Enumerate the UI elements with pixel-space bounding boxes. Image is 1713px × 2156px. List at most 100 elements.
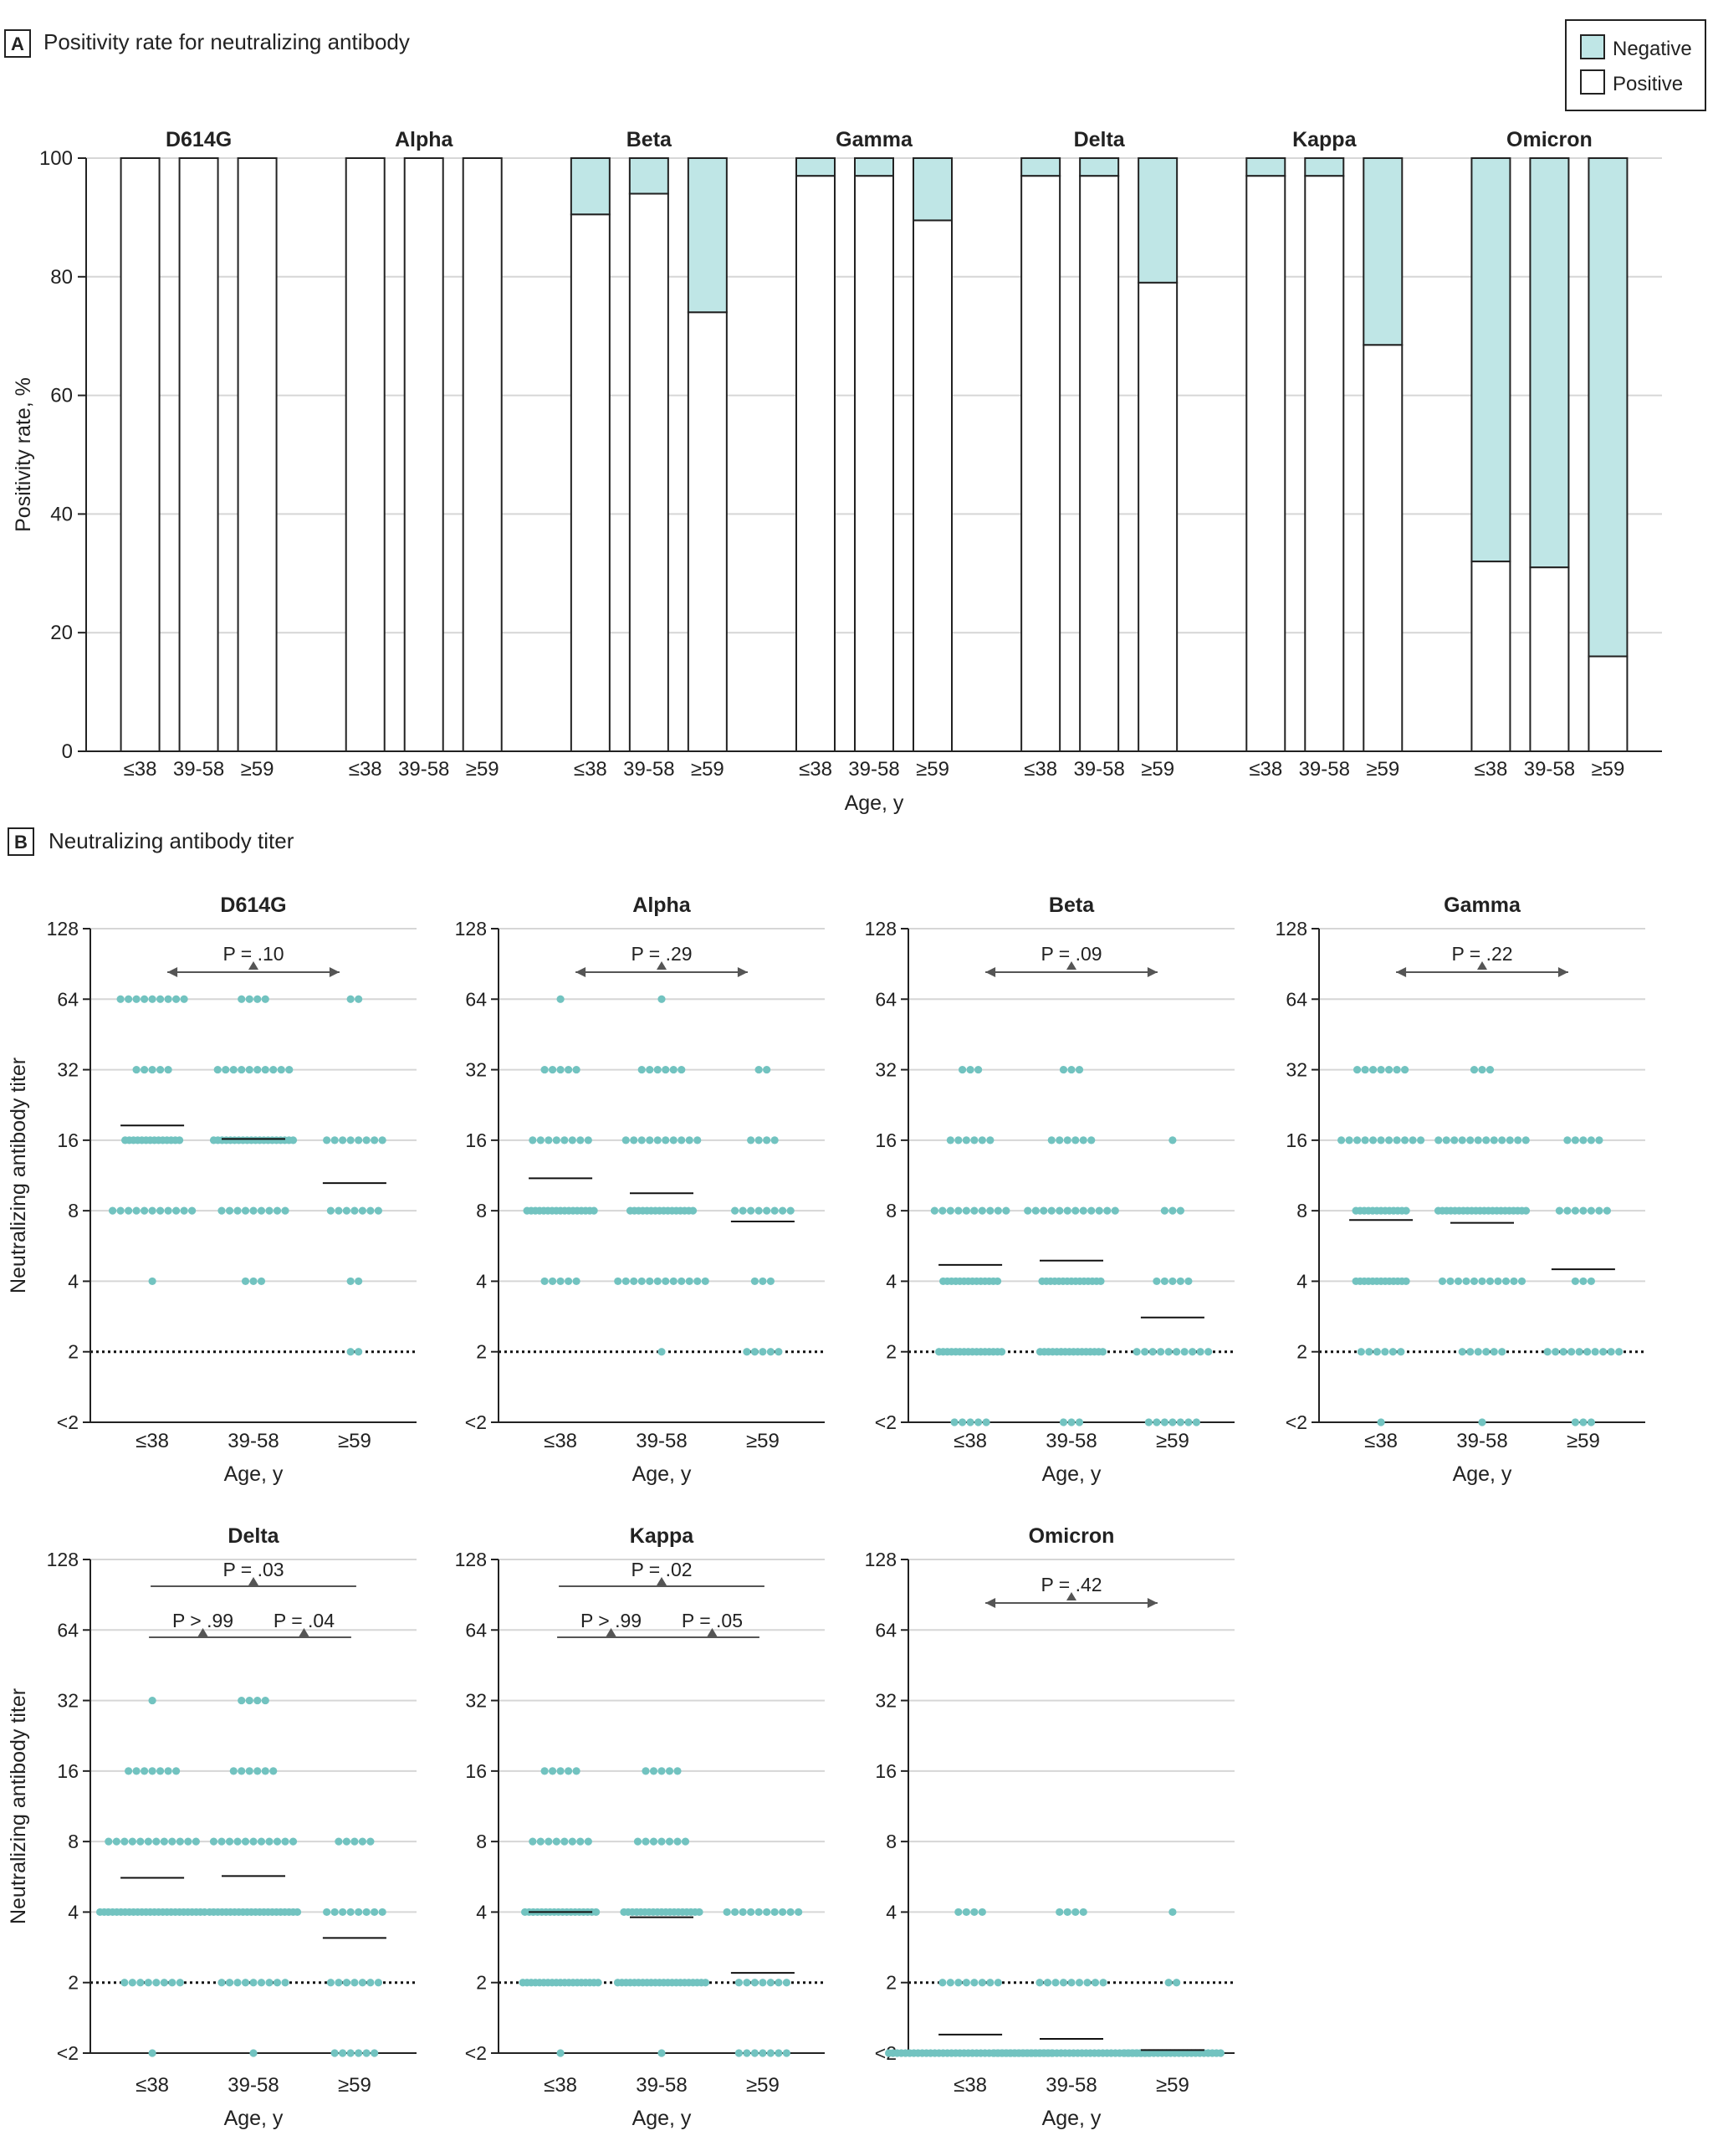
data-point <box>750 2049 759 2057</box>
data-point <box>253 1767 262 1775</box>
data-point <box>584 1136 592 1145</box>
data-point <box>669 1065 678 1074</box>
data-point <box>1397 1348 1405 1356</box>
data-point <box>633 1837 642 1846</box>
significance-marker <box>606 1628 616 1636</box>
y-tick-label: 4 <box>68 1270 79 1292</box>
data-point <box>637 1136 646 1145</box>
data-point <box>962 1136 970 1145</box>
data-point <box>747 1136 755 1145</box>
data-point <box>241 1277 250 1286</box>
data-point <box>346 1348 355 1356</box>
y-tick-label: 2 <box>886 1341 897 1363</box>
data-point <box>763 1065 771 1074</box>
data-point <box>136 1979 145 1987</box>
dot-panel-kappa: <2 2 4 8 16 32 64 128 Kappa ≤38 39-58 ≥59 Age, y P = … <box>455 1524 825 2130</box>
y-tick-label: 2 <box>1296 1341 1307 1363</box>
data-point <box>646 1277 654 1286</box>
data-point <box>374 1979 382 1987</box>
data-point <box>225 1837 234 1846</box>
data-point <box>646 1136 654 1145</box>
p-value-label: P > .99 <box>580 1610 642 1631</box>
data-point <box>105 1837 113 1846</box>
data-point <box>1543 1348 1552 1356</box>
y-tick-label: 60 <box>50 385 73 407</box>
data-point <box>1176 1206 1184 1215</box>
data-point <box>1587 1206 1595 1215</box>
panel-b-title: Neutralizing antibody titer <box>49 828 294 853</box>
data-point <box>366 1979 375 1987</box>
data-point <box>366 1206 375 1215</box>
data-point <box>1591 1348 1599 1356</box>
data-point <box>1521 1206 1531 1215</box>
data-point <box>970 1136 979 1145</box>
positivity-bar-chart: 0 20 40 60 80 100 Positivity rate, % D614G ≤38 39… <box>12 128 1662 815</box>
data-point <box>678 1277 686 1286</box>
arrowhead-left <box>167 967 178 977</box>
data-point <box>1059 1418 1068 1426</box>
x-tick-label: ≥59 <box>466 758 499 781</box>
data-point <box>568 1837 576 1846</box>
x-tick-label: ≤38 <box>1364 1430 1398 1452</box>
data-point <box>649 1837 658 1846</box>
bar-positive <box>628 192 669 753</box>
x-axis-label: Age, y <box>224 2107 284 2130</box>
data-point <box>759 1277 767 1286</box>
data-point <box>1595 1136 1603 1145</box>
data-point <box>1474 1348 1482 1356</box>
data-point <box>273 1979 282 1987</box>
data-point <box>779 1908 787 1917</box>
x-axis-label: Age, y <box>224 1462 284 1486</box>
y-tick-label: 2 <box>886 1972 897 1994</box>
x-tick-label: 39-58 <box>1524 758 1575 781</box>
data-point <box>978 1136 986 1145</box>
data-point <box>1365 1348 1373 1356</box>
data-point <box>148 995 156 1003</box>
data-point <box>1035 1979 1044 1987</box>
panel-title: Delta <box>228 1524 279 1548</box>
data-point <box>222 1065 230 1074</box>
significance-marker <box>707 1628 718 1636</box>
x-axis-label: Age, y <box>632 2107 692 2130</box>
data-point <box>750 1348 759 1356</box>
data-point <box>1498 1136 1506 1145</box>
significance-marker <box>248 1577 258 1585</box>
data-point <box>673 1837 682 1846</box>
data-point <box>1168 1136 1177 1145</box>
y-tick-label: <2 <box>1286 1411 1307 1433</box>
data-point <box>1485 1065 1495 1074</box>
data-point <box>1056 1136 1064 1145</box>
data-point <box>938 1979 947 1987</box>
bar-positive <box>1363 344 1404 752</box>
data-point <box>657 1767 666 1775</box>
x-axis-label: Age, y <box>1042 1462 1102 1486</box>
arrowhead-left <box>575 967 586 977</box>
data-point <box>192 1837 200 1846</box>
data-point <box>693 1136 702 1145</box>
data-point <box>938 1206 947 1215</box>
y-tick-label: 8 <box>68 1831 79 1852</box>
data-point <box>355 1136 363 1145</box>
data-point <box>536 1837 545 1846</box>
data-point <box>273 1837 282 1846</box>
data-point <box>775 2049 783 2057</box>
data-point <box>1454 1277 1463 1286</box>
p-value-label: P > .99 <box>172 1610 233 1631</box>
group-title-d614g: D614G <box>166 128 232 151</box>
bar-positive <box>1138 281 1179 752</box>
data-point <box>669 1136 678 1145</box>
data-point <box>665 1837 674 1846</box>
data-point <box>754 1065 763 1074</box>
data-point <box>1063 1206 1071 1215</box>
data-point <box>378 1908 386 1917</box>
data-point <box>277 1065 285 1074</box>
data-point <box>339 1908 347 1917</box>
data-point <box>1075 1065 1084 1074</box>
data-point <box>1466 1136 1475 1145</box>
data-point <box>1168 1206 1177 1215</box>
data-point <box>1369 1136 1378 1145</box>
x-tick-label: ≤38 <box>799 758 832 781</box>
y-tick-label: 2 <box>68 1972 79 1994</box>
data-point <box>1559 1348 1567 1356</box>
